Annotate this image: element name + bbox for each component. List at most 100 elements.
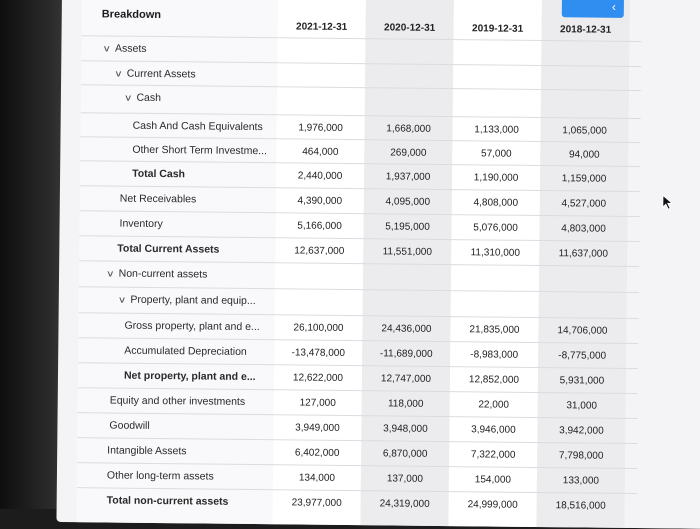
row-label-text: Assets bbox=[114, 42, 147, 55]
value-cell: 11,310,000 bbox=[470, 247, 521, 259]
value-cell bbox=[451, 265, 539, 291]
value-cell bbox=[275, 263, 363, 289]
chevron-down-icon[interactable]: ∨ bbox=[102, 43, 112, 54]
row-label: Accumulated Depreciation bbox=[124, 339, 247, 365]
row-label-text: Total Current Assets bbox=[117, 242, 220, 256]
value-cell bbox=[365, 64, 453, 90]
row-label: Goodwill bbox=[109, 414, 150, 439]
value-cell: 5,166,000 bbox=[297, 220, 342, 232]
row-label-text: Total Cash bbox=[132, 167, 186, 181]
value-cell: 4,095,000 bbox=[385, 196, 431, 208]
value-cell bbox=[539, 292, 627, 318]
value-cell bbox=[277, 63, 365, 89]
value-cell: -13,478,000 bbox=[291, 347, 345, 359]
value-cell: 11,637,000 bbox=[558, 248, 608, 260]
row-label-text: Other long-term assets bbox=[106, 469, 214, 483]
value-cell: 127,000 bbox=[299, 397, 336, 409]
value-cell: 5,195,000 bbox=[385, 221, 430, 233]
row-label: Total non-current assets bbox=[107, 488, 229, 514]
value-cell bbox=[277, 38, 365, 64]
value-cell: 12,637,000 bbox=[294, 245, 345, 257]
row-label[interactable]: ∨ Current Assets bbox=[114, 62, 196, 88]
value-cell: 24,999,000 bbox=[467, 499, 518, 511]
breakdown-header: Breakdown bbox=[101, 8, 162, 22]
chevron-down-icon[interactable]: ∨ bbox=[106, 268, 115, 279]
row-label-text: Cash bbox=[136, 91, 162, 105]
value-cell bbox=[363, 290, 451, 316]
value-cell: 1,190,000 bbox=[473, 172, 519, 184]
row-label: Equity and other investments bbox=[110, 389, 246, 415]
value-cell: 269,000 bbox=[390, 147, 427, 159]
value-cell: 6,402,000 bbox=[294, 447, 340, 459]
value-cell: 154,000 bbox=[474, 474, 512, 486]
value-cell bbox=[541, 66, 629, 92]
value-cell bbox=[365, 39, 453, 65]
value-cell: 464,000 bbox=[302, 146, 339, 158]
row-label[interactable]: ∨ Property, plant and equip... bbox=[117, 288, 256, 314]
row-label-text: Cash And Cash Equivalents bbox=[132, 119, 263, 134]
value-cell bbox=[539, 266, 627, 292]
value-cell: -8,775,000 bbox=[558, 350, 607, 362]
cursor-icon bbox=[662, 194, 674, 211]
value-cell: 7,322,000 bbox=[470, 449, 516, 461]
value-cell: 5,076,000 bbox=[473, 222, 518, 234]
value-cell: 1,065,000 bbox=[562, 125, 607, 137]
value-cell: 118,000 bbox=[387, 398, 424, 410]
value-cell: 31,000 bbox=[566, 400, 598, 412]
row-label[interactable]: ∨ Cash bbox=[123, 86, 162, 111]
value-cell: 23,977,000 bbox=[291, 497, 342, 509]
row-label: Net property, plant and e... bbox=[124, 364, 256, 390]
value-cell: 4,803,000 bbox=[561, 223, 606, 235]
value-cell: 133,000 bbox=[562, 475, 600, 487]
value-cell bbox=[275, 289, 363, 315]
value-cell: 1,976,000 bbox=[298, 122, 343, 134]
row-label: Gross property, plant and e... bbox=[124, 314, 259, 340]
row-label[interactable]: ∨ Non-current assets bbox=[106, 261, 208, 287]
balance-sheet-panel: ‹ Breakdown 2021-12-31 2020-12-31 2019-1… bbox=[56, 0, 700, 529]
value-cell: -8,983,000 bbox=[470, 349, 519, 361]
value-cell bbox=[453, 89, 541, 115]
value-cell bbox=[277, 87, 365, 113]
chevron-down-icon[interactable]: ∨ bbox=[117, 294, 127, 305]
row-label: Net Receivables bbox=[120, 187, 197, 213]
row-label: Intangible Assets bbox=[107, 438, 187, 464]
value-cell: 24,319,000 bbox=[379, 498, 430, 510]
value-cell bbox=[451, 291, 539, 317]
value-cell bbox=[541, 90, 629, 116]
row-label-text: Intangible Assets bbox=[107, 444, 187, 458]
chevron-down-icon[interactable]: ∨ bbox=[114, 68, 123, 79]
value-cell: 4,808,000 bbox=[473, 197, 519, 209]
value-cell: 1,159,000 bbox=[561, 173, 607, 185]
row-label-text: Gross property, plant and e... bbox=[124, 319, 260, 334]
value-cell: 2,440,000 bbox=[297, 170, 343, 182]
value-cell bbox=[453, 40, 541, 66]
row-label-text: Current Assets bbox=[126, 67, 196, 81]
value-cell: 94,000 bbox=[568, 149, 600, 161]
value-cell: 1,668,000 bbox=[386, 123, 431, 135]
value-cell: 5,931,000 bbox=[559, 375, 605, 387]
row-label-text: Non-current assets bbox=[118, 267, 208, 281]
value-cell: 3,942,000 bbox=[559, 425, 604, 437]
value-cell: -11,689,000 bbox=[379, 348, 433, 360]
row-label-text: Other Short Term Investme... bbox=[132, 143, 268, 158]
value-cell: 12,622,000 bbox=[292, 372, 344, 384]
row-label-text: Property, plant and equip... bbox=[130, 293, 256, 308]
row-label-text: Accumulated Depreciation bbox=[124, 344, 247, 358]
row-label-text: Total non-current assets bbox=[106, 494, 229, 508]
value-cell: 4,390,000 bbox=[297, 195, 343, 207]
value-cell: 14,706,000 bbox=[557, 325, 608, 337]
row-label: Other long-term assets bbox=[107, 463, 214, 489]
value-cell: 6,870,000 bbox=[382, 448, 428, 460]
value-cell: 26,100,000 bbox=[293, 322, 344, 334]
chevron-down-icon[interactable]: ∨ bbox=[123, 92, 133, 103]
value-cell bbox=[363, 264, 451, 290]
value-cell: 3,949,000 bbox=[295, 422, 340, 434]
row-label[interactable]: ∨ Assets bbox=[102, 36, 147, 61]
row-label-text: Inventory bbox=[119, 217, 163, 231]
row-label: Inventory bbox=[119, 212, 163, 237]
value-cell bbox=[365, 88, 453, 114]
value-cell: 3,948,000 bbox=[383, 423, 428, 435]
value-cell: 18,516,000 bbox=[555, 500, 606, 512]
value-cell: 1,133,000 bbox=[474, 124, 519, 136]
row-label-text: Equity and other investments bbox=[109, 394, 246, 408]
